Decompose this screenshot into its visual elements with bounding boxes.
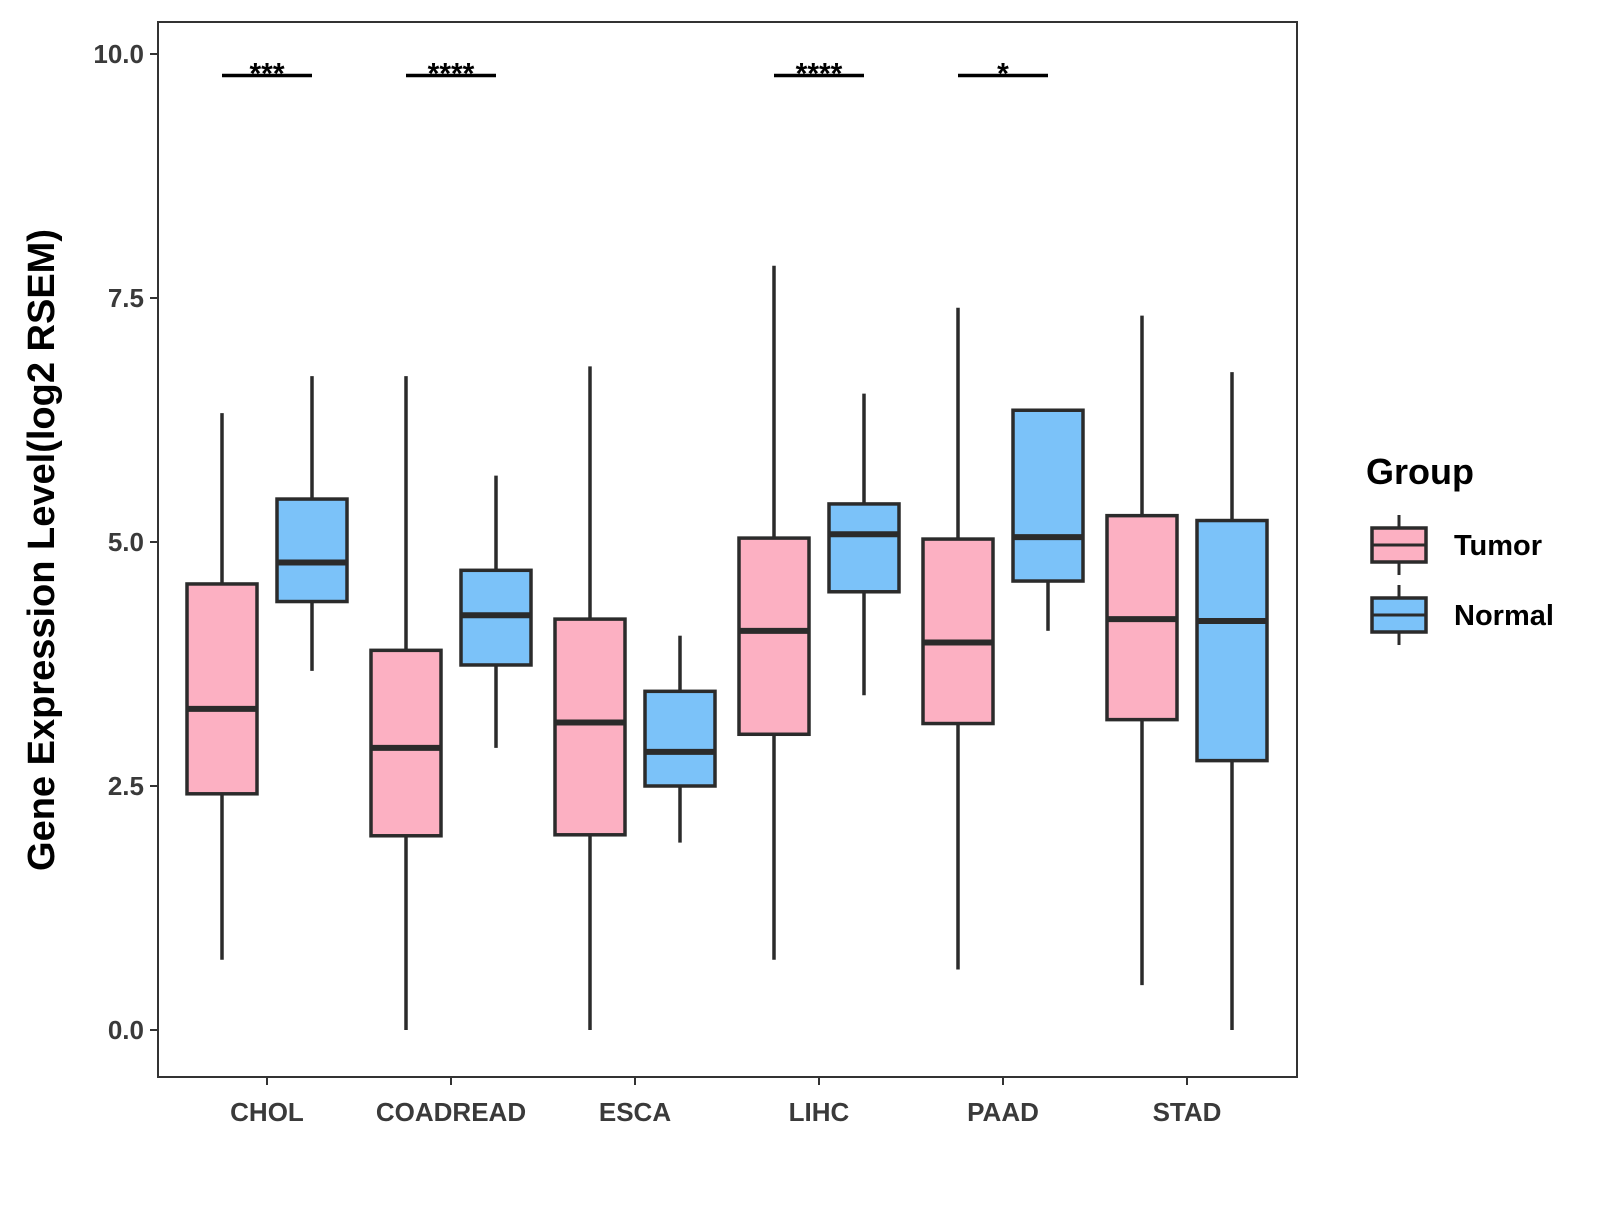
box-body xyxy=(275,497,349,604)
y-tick-label: 5.0 xyxy=(108,527,144,557)
box-body xyxy=(827,502,901,594)
box-body xyxy=(737,536,811,737)
box-normal-stad xyxy=(1195,372,1269,1030)
box-normal-lihc xyxy=(827,393,901,696)
box-tumor-coadread xyxy=(369,376,443,1030)
legend-label-normal: Normal xyxy=(1454,600,1554,632)
box-tumor-stad xyxy=(1105,315,1179,986)
y-tick-label: 7.5 xyxy=(108,283,144,313)
box-body xyxy=(1011,408,1085,583)
box-series xyxy=(185,265,1269,1030)
significance-label: *** xyxy=(249,57,284,90)
significance-annotations: *** **** **** * xyxy=(222,57,1048,90)
box-normal-esca xyxy=(643,635,717,843)
box-normal-paad xyxy=(1011,408,1085,631)
legend-label-tumor: Tumor xyxy=(1454,530,1542,562)
y-tick-label: 10.0 xyxy=(93,39,144,69)
box-tumor-chol xyxy=(185,413,259,960)
box-tumor-paad xyxy=(921,307,995,970)
x-tick-label: CHOL xyxy=(230,1097,304,1127)
x-tick-label: LIHC xyxy=(789,1097,850,1127)
x-axis: CHOL COADREAD ESCA LIHC PAAD STAD xyxy=(230,1077,1221,1127)
box-normal-chol xyxy=(275,376,349,671)
box-body xyxy=(643,689,717,788)
box-tumor-esca xyxy=(553,366,627,1030)
y-axis: 0.0 2.5 5.0 7.5 10.0 xyxy=(93,39,158,1045)
box-body xyxy=(369,648,443,838)
box-tumor-lihc xyxy=(737,265,811,960)
y-tick-label: 2.5 xyxy=(108,771,144,801)
box-body xyxy=(1195,518,1269,763)
significance-label: **** xyxy=(428,57,475,90)
box-body xyxy=(921,537,995,726)
significance-label: * xyxy=(997,57,1009,90)
legend: Group Tumor Normal xyxy=(1366,451,1554,645)
y-axis-title: Gene Expression Level(log2 RSEM) xyxy=(21,229,63,871)
box-body xyxy=(185,582,259,796)
box-body xyxy=(553,617,627,837)
y-tick-label: 0.0 xyxy=(108,1015,144,1045)
x-tick-label: COADREAD xyxy=(376,1097,526,1127)
legend-title: Group xyxy=(1366,451,1474,492)
x-tick-label: PAAD xyxy=(967,1097,1039,1127)
x-tick-label: STAD xyxy=(1153,1097,1222,1127)
significance-label: **** xyxy=(796,57,843,90)
box-normal-coadread xyxy=(459,475,533,748)
x-tick-label: ESCA xyxy=(599,1097,671,1127)
